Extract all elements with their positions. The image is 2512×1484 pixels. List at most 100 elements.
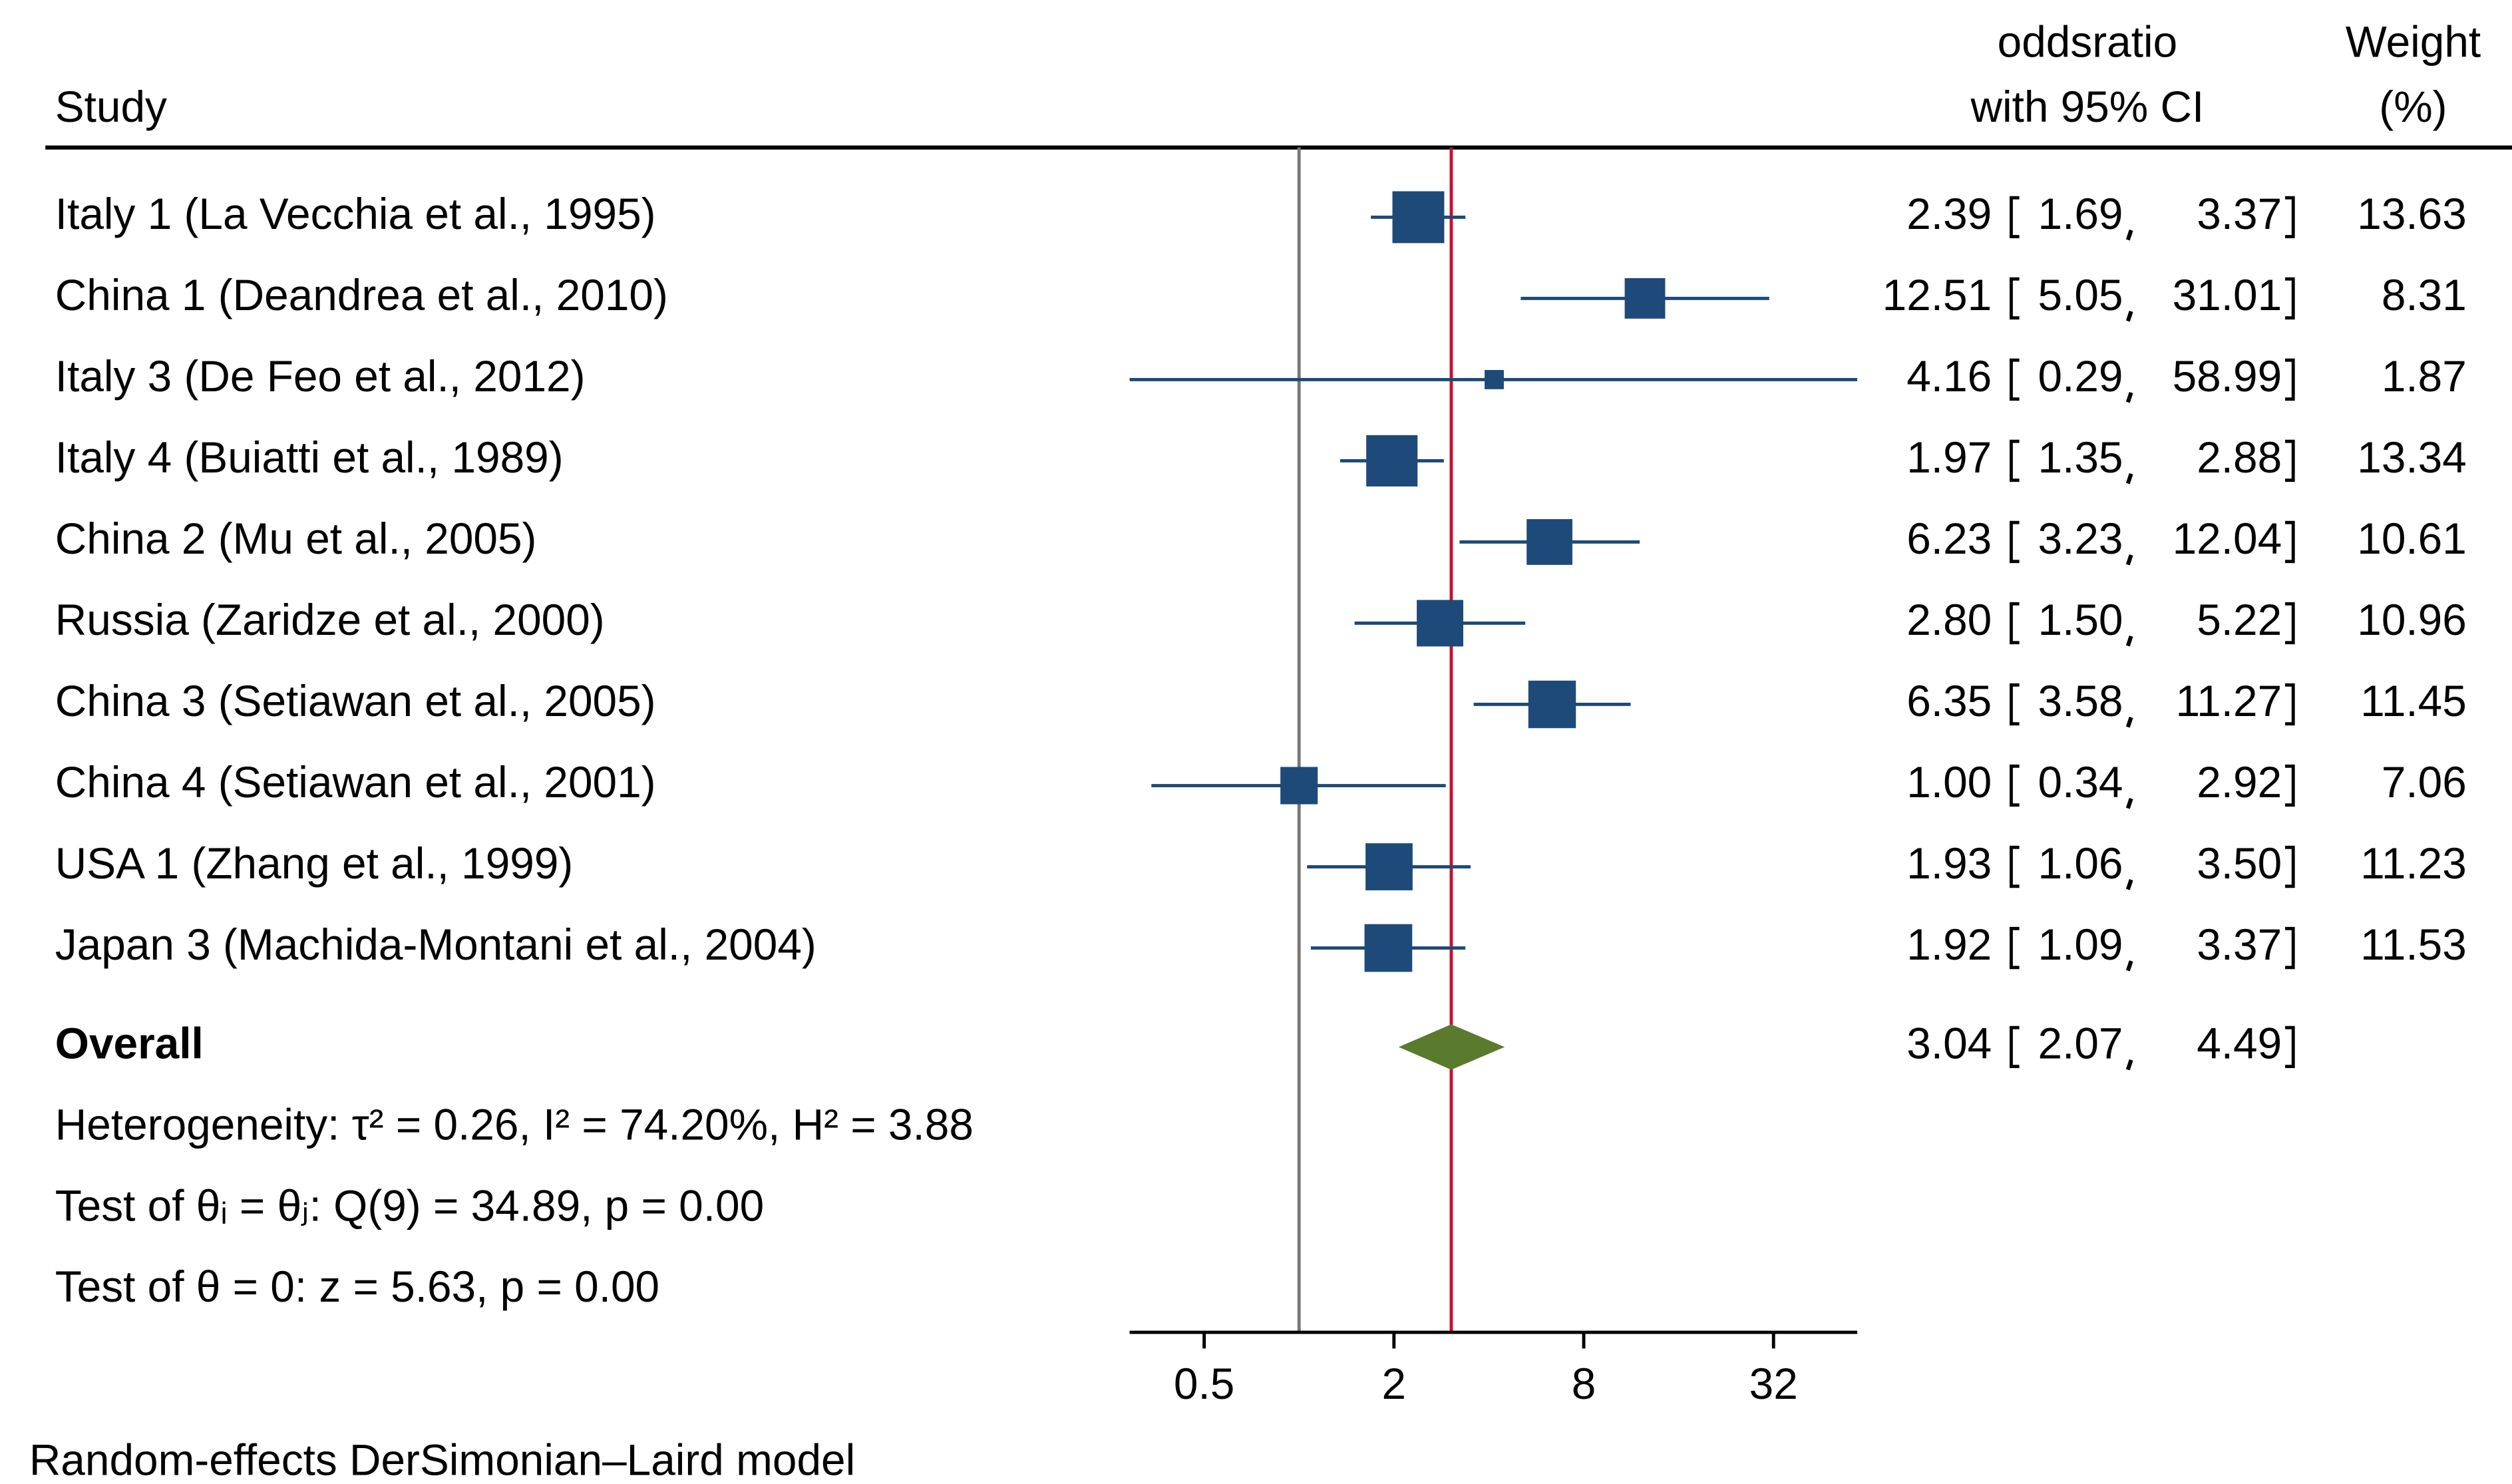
estimate-label: 1.00: [1906, 757, 1992, 807]
comma: [2125, 798, 2133, 809]
bracket: [2285, 602, 2295, 645]
bracket: [2285, 196, 2295, 239]
ci-high-label: 2.88: [2197, 433, 2282, 482]
bracket: [2285, 439, 2295, 482]
weight-label: 10.61: [2357, 514, 2467, 563]
bracket: [2010, 277, 2020, 320]
weight-label: 11.23: [2360, 838, 2467, 888]
estimate-label: 2.80: [1906, 595, 1992, 644]
study-marker: [1392, 191, 1445, 244]
weight-header: (%): [2379, 82, 2447, 131]
weight-header: Weight: [2346, 17, 2481, 67]
ci-high-label: 58.99: [2173, 351, 2282, 401]
ci-low-label: 1.35: [2038, 433, 2123, 482]
bracket: [2285, 845, 2295, 888]
effect-header: with 95% CI: [1970, 82, 2204, 131]
weight-label: 11.45: [2360, 676, 2467, 725]
ci-low-label: 1.06: [2038, 838, 2123, 888]
footnote: Random-effects DerSimonian–Laird model: [29, 1435, 855, 1484]
study-marker: [1280, 767, 1318, 805]
ci-high-label: 3.37: [2197, 920, 2282, 969]
estimate-label: 1.97: [1906, 433, 1992, 482]
weight-label: 10.96: [2357, 595, 2467, 644]
estimate-label: 2.39: [1906, 189, 1992, 238]
bracket: [2010, 358, 2020, 401]
comma: [2125, 229, 2133, 241]
study-label: China 1 (Deandrea et al., 2010): [55, 270, 668, 319]
overall-label: Overall: [55, 1019, 204, 1068]
overall-estimate: 3.04: [1906, 1019, 1992, 1068]
study-label: USA 1 (Zhang et al., 1999): [55, 838, 574, 888]
weight-label: 13.34: [2357, 433, 2467, 482]
ci-low-label: 3.58: [2038, 676, 2123, 725]
ci-high-label: 3.37: [2197, 189, 2282, 238]
bracket: [2010, 764, 2020, 807]
ci-low-label: 0.29: [2038, 351, 2123, 401]
study-label: Japan 3 (Machida-Montani et al., 2004): [55, 920, 816, 969]
comma: [2125, 879, 2133, 890]
ci-high-label: 31.01: [2173, 270, 2282, 319]
ci-high-label: 3.50: [2197, 838, 2282, 888]
ci-low-label: 1.69: [2038, 189, 2123, 238]
ci-low-label: 5.05: [2038, 270, 2123, 319]
study-label: Russia (Zaridze et al., 2000): [55, 595, 605, 644]
x-tick-label: 2: [1382, 1359, 1407, 1408]
overall-diamond: [1398, 1024, 1505, 1070]
ci-high-label: 12.04: [2173, 514, 2282, 563]
bracket: [2285, 520, 2295, 564]
overall-ci-high: 4.49: [2197, 1019, 2282, 1068]
study-label: China 2 (Mu et al., 2005): [55, 514, 537, 563]
comma: [2125, 391, 2133, 403]
x-tick-label: 0.5: [1174, 1359, 1234, 1408]
bracket: [2285, 764, 2295, 807]
weight-label: 7.06: [2382, 757, 2467, 807]
bracket: [2285, 926, 2295, 970]
ci-low-label: 1.50: [2038, 595, 2123, 644]
bracket: [2010, 439, 2020, 482]
study-marker: [1365, 843, 1413, 890]
stat-line: Heterogeneity: τ² = 0.26, I² = 74.20%, H…: [55, 1100, 974, 1149]
bracket: [2010, 520, 2020, 564]
effect-header: oddsratio: [1998, 17, 2177, 67]
study-label: China 4 (Setiawan et al., 2001): [55, 757, 656, 807]
x-tick-label: 8: [1572, 1359, 1596, 1408]
comma: [2125, 1059, 2133, 1071]
comma: [2125, 554, 2133, 566]
weight-label: 1.87: [2382, 351, 2467, 401]
bracket: [2010, 683, 2020, 726]
ci-high-label: 5.22: [2197, 595, 2282, 644]
study-marker: [1528, 680, 1576, 729]
weight-label: 8.31: [2382, 270, 2467, 319]
stat-line: Test of θᵢ = θⱼ: Q(9) = 34.89, p = 0.00: [55, 1181, 764, 1230]
study-label: China 3 (Setiawan et al., 2005): [55, 676, 656, 725]
weight-label: 13.63: [2357, 189, 2467, 238]
study-marker: [1417, 600, 1463, 647]
comma: [2125, 310, 2133, 322]
ci-high-label: 2.92: [2197, 757, 2282, 807]
bracket: [2010, 1025, 2020, 1069]
bracket: [2285, 358, 2295, 401]
bracket: [2010, 602, 2020, 645]
ci-low-label: 0.34: [2038, 757, 2123, 807]
study-marker: [1364, 924, 1413, 972]
bracket: [2285, 1025, 2295, 1069]
comma: [2125, 960, 2133, 972]
estimate-label: 12.51: [1883, 270, 1992, 319]
bracket: [2285, 683, 2295, 726]
estimate-label: 1.93: [1906, 838, 1992, 888]
bracket: [2285, 277, 2295, 320]
bracket: [2010, 196, 2020, 239]
study-marker: [1526, 519, 1572, 565]
estimate-label: 4.16: [1906, 351, 1992, 401]
study-label: Italy 1 (La Vecchia et al., 1995): [55, 189, 656, 238]
overall-ci-low: 2.07: [2038, 1019, 2123, 1068]
study-label: Italy 3 (De Feo et al., 2012): [55, 351, 586, 401]
study-marker: [1366, 435, 1418, 486]
bracket: [2010, 926, 2020, 970]
weight-label: 11.53: [2360, 920, 2467, 969]
ci-high-label: 11.27: [2176, 676, 2282, 725]
comma: [2125, 472, 2133, 484]
x-tick-label: 32: [1749, 1359, 1798, 1408]
